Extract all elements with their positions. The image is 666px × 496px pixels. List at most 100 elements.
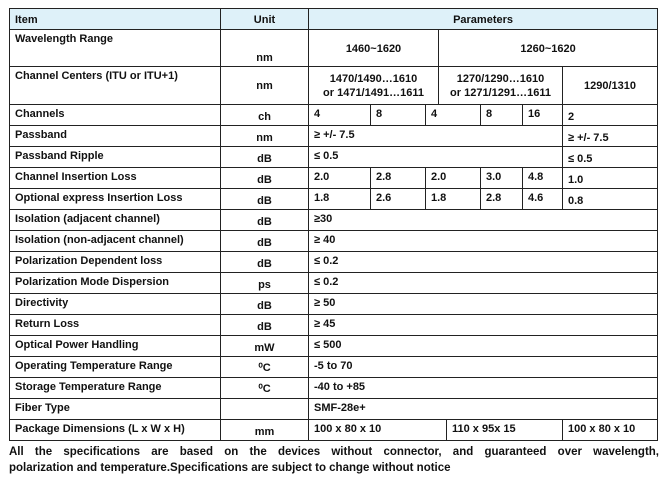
value-cell: ≥ 40 bbox=[307, 230, 659, 252]
table-row: Channel Insertion Loss dB 2.0 2.8 2.0 3.… bbox=[9, 167, 659, 189]
row-label: Polarization Dependent loss bbox=[9, 251, 221, 273]
table-row: Storage Temperature Range ⁰C -40 to +85 bbox=[9, 377, 659, 399]
table-row: Passband nm ≥ +/- 7.5 ≥ +/- 7.5 bbox=[9, 125, 659, 147]
table-row: Isolation (adjacent channel) dB ≥30 bbox=[9, 209, 659, 231]
header-item: Item bbox=[9, 8, 221, 30]
row-label: Channel Centers (ITU or ITU+1) bbox=[9, 66, 221, 105]
row-unit: dB bbox=[220, 146, 309, 168]
value-cell: SMF-28e+ bbox=[307, 398, 659, 420]
row-unit: nm bbox=[220, 29, 309, 67]
row-unit: nm bbox=[220, 66, 309, 105]
footnote-line: polarization and temperature.Specificati… bbox=[9, 462, 451, 474]
row-label: Passband Ripple bbox=[9, 146, 221, 168]
header-row: Item Unit Parameters bbox=[9, 8, 659, 30]
value-cell: -40 to +85 bbox=[307, 377, 659, 399]
value-cell: 100 x 80 x 10 bbox=[561, 419, 659, 441]
value-cell: 0.8 bbox=[561, 188, 659, 210]
row-label: Storage Temperature Range bbox=[9, 377, 221, 399]
value-cell: 2 bbox=[561, 104, 659, 126]
row-unit: mm bbox=[220, 419, 309, 441]
value-line: 1270/1290…1610 bbox=[456, 73, 545, 85]
value-cell: 8 bbox=[370, 104, 426, 126]
value-cell: ≥ 45 bbox=[307, 314, 659, 336]
spec-table: Item Unit Parameters Wavelength Range nm… bbox=[9, 8, 659, 441]
value-cell: 2.8 bbox=[370, 167, 426, 189]
value-cell: 3.0 bbox=[480, 167, 523, 189]
row-label: Directivity bbox=[9, 293, 221, 315]
row-label: Channel Insertion Loss bbox=[9, 167, 221, 189]
value-cell: ≤ 500 bbox=[307, 335, 659, 357]
value-cell: 110 x 95x 15 bbox=[446, 419, 563, 441]
table-row: Polarization Mode Dispersion ps ≤ 0.2 bbox=[9, 272, 659, 294]
table-row: Fiber Type SMF-28e+ bbox=[9, 398, 659, 420]
row-label: Optical Power Handling bbox=[9, 335, 221, 357]
row-label: Package Dimensions (L x W x H) bbox=[9, 419, 221, 441]
row-unit: dB bbox=[220, 188, 309, 210]
value-cell: 2.6 bbox=[370, 188, 426, 210]
value-cell: ≤ 0.2 bbox=[307, 272, 659, 294]
value-cell: ≥30 bbox=[307, 209, 659, 231]
value-line: or 1271/1291…1611 bbox=[450, 87, 551, 99]
row-label: Isolation (non-adjacent channel) bbox=[9, 230, 221, 252]
value-cell: 1470/1490…1610 or 1471/1491…1611 bbox=[308, 66, 439, 105]
value-cell: ≤ 0.2 bbox=[307, 251, 659, 273]
table-row: Directivity dB ≥ 50 bbox=[9, 293, 659, 315]
table-row: Polarization Dependent loss dB ≤ 0.2 bbox=[9, 251, 659, 273]
value-cell: 16 bbox=[522, 104, 563, 126]
table-row: Return Loss dB ≥ 45 bbox=[9, 314, 659, 336]
value-cell: 4.6 bbox=[522, 188, 563, 210]
row-unit: mW bbox=[220, 335, 309, 357]
row-unit: ⁰C bbox=[220, 356, 309, 378]
table-row: Optical Power Handling mW ≤ 500 bbox=[9, 335, 659, 357]
row-unit: dB bbox=[220, 293, 309, 315]
value-cell: ≥ 50 bbox=[307, 293, 659, 315]
value-cell: 4 bbox=[308, 104, 371, 126]
table-row: Operating Temperature Range ⁰C -5 to 70 bbox=[9, 356, 659, 378]
value-line: 1470/1490…1610 bbox=[329, 73, 418, 85]
table-row: Passband Ripple dB ≤ 0.5 ≤ 0.5 bbox=[9, 146, 659, 168]
row-label: Isolation (adjacent channel) bbox=[9, 209, 221, 231]
row-unit: dB bbox=[220, 230, 309, 252]
value-cell: 1.8 bbox=[308, 188, 371, 210]
row-unit: dB bbox=[220, 167, 309, 189]
value-cell: 1.8 bbox=[425, 188, 481, 210]
row-label: Polarization Mode Dispersion bbox=[9, 272, 221, 294]
value-cell: 8 bbox=[480, 104, 523, 126]
row-unit: ⁰C bbox=[220, 377, 309, 399]
table-row: Optional express Insertion Loss dB 1.8 2… bbox=[9, 188, 659, 210]
value-cell: 2.0 bbox=[425, 167, 481, 189]
value-cell: 4.8 bbox=[522, 167, 563, 189]
row-unit: dB bbox=[220, 209, 309, 231]
row-label: Operating Temperature Range bbox=[9, 356, 221, 378]
table-row: Wavelength Range nm 1460~1620 1260~1620 bbox=[9, 29, 659, 67]
footnote-line: All the specifications are based on the … bbox=[9, 446, 659, 458]
value-cell: ≤ 0.5 bbox=[561, 146, 659, 168]
value-cell: ≥ +/- 7.5 bbox=[561, 125, 659, 147]
row-label: Channels bbox=[9, 104, 221, 126]
value-cell: ≤ 0.5 bbox=[308, 146, 563, 168]
row-unit: dB bbox=[220, 314, 309, 336]
value-cell: -5 to 70 bbox=[307, 356, 659, 378]
table-row: Channels ch 4 8 4 8 16 2 bbox=[9, 104, 659, 126]
value-cell: 100 x 80 x 10 bbox=[308, 419, 447, 441]
value-cell: 4 bbox=[425, 104, 481, 126]
row-label: Wavelength Range bbox=[9, 29, 221, 67]
row-unit: ch bbox=[220, 104, 309, 126]
row-unit: nm bbox=[220, 125, 309, 147]
row-label: Return Loss bbox=[9, 314, 221, 336]
row-label: Passband bbox=[9, 125, 221, 147]
header-parameters: Parameters bbox=[307, 8, 659, 30]
value-line: or 1471/1491…1611 bbox=[323, 87, 424, 99]
header-unit: Unit bbox=[220, 8, 309, 30]
row-unit bbox=[220, 398, 309, 420]
row-unit: dB bbox=[220, 251, 309, 273]
value-cell: 1290/1310 bbox=[561, 66, 659, 105]
value-cell: 1.0 bbox=[561, 167, 659, 189]
value-cell: ≥ +/- 7.5 bbox=[308, 125, 563, 147]
footnote: All the specifications are based on the … bbox=[9, 444, 659, 476]
row-label: Fiber Type bbox=[9, 398, 221, 420]
value-cell: 1260~1620 bbox=[437, 29, 659, 67]
value-cell: 2.0 bbox=[308, 167, 371, 189]
table-row: Channel Centers (ITU or ITU+1) nm 1470/1… bbox=[9, 66, 659, 105]
value-cell: 1270/1290…1610 or 1271/1291…1611 bbox=[438, 66, 563, 105]
